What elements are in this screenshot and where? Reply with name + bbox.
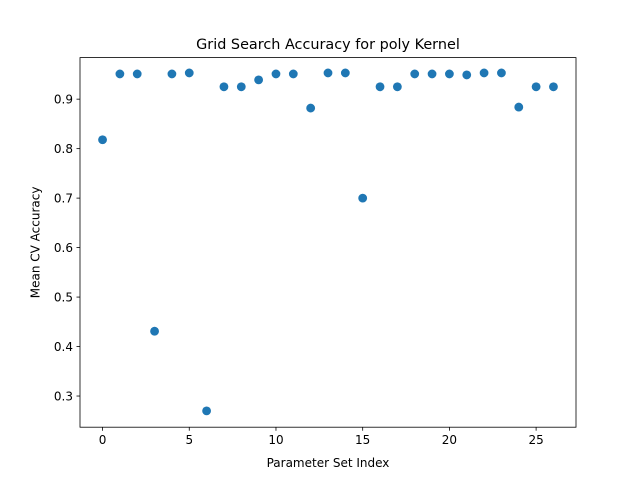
data-point xyxy=(236,82,246,92)
data-point xyxy=(323,68,333,78)
data-point xyxy=(271,69,281,79)
y-tick-label: 0.3 xyxy=(54,389,73,403)
data-point xyxy=(462,70,472,80)
plot-frame xyxy=(79,57,577,428)
data-point xyxy=(115,69,125,79)
data-point xyxy=(340,68,350,78)
y-tick-label: 0.5 xyxy=(54,290,73,304)
data-point xyxy=(392,82,402,92)
data-point xyxy=(167,69,177,79)
x-tick-label: 0 xyxy=(99,433,107,447)
data-point xyxy=(132,69,142,79)
data-point xyxy=(358,193,368,203)
y-axis-label: Mean CV Accuracy xyxy=(29,187,43,299)
points-layer xyxy=(98,68,558,416)
data-point xyxy=(288,69,298,79)
x-tick-label: 5 xyxy=(185,433,193,447)
y-tick-label: 0.6 xyxy=(54,241,73,255)
y-tick-label: 0.8 xyxy=(54,142,73,156)
data-point xyxy=(98,135,107,145)
y-tick-label: 0.7 xyxy=(54,191,73,205)
x-tick-label: 10 xyxy=(268,433,283,447)
data-point xyxy=(306,103,316,113)
data-point xyxy=(184,68,194,78)
data-point xyxy=(531,82,541,92)
x-tick-label: 20 xyxy=(442,433,457,447)
y-axis-ticks: 0.3 0.4 0.5 0.6 0.7 0.8 0.9 xyxy=(54,92,80,403)
y-tick-label: 0.4 xyxy=(54,340,73,354)
x-tick-label: 25 xyxy=(528,433,543,447)
data-point xyxy=(254,75,264,85)
data-point xyxy=(445,69,454,79)
data-point xyxy=(549,82,558,92)
x-tick-label: 15 xyxy=(355,433,370,447)
x-axis-ticks: 0 5 10 15 20 25 xyxy=(99,427,544,447)
data-point xyxy=(497,68,506,78)
data-point xyxy=(410,69,420,79)
y-tick-label: 0.9 xyxy=(54,92,73,106)
data-point xyxy=(479,68,489,78)
data-point xyxy=(375,82,385,92)
data-point xyxy=(514,102,524,112)
data-point xyxy=(150,326,159,336)
data-point xyxy=(219,82,229,92)
x-axis-label: Parameter Set Index xyxy=(267,456,390,470)
chart-title: Grid Search Accuracy for poly Kernel xyxy=(196,37,460,53)
data-point xyxy=(202,406,212,416)
data-point xyxy=(427,69,437,79)
